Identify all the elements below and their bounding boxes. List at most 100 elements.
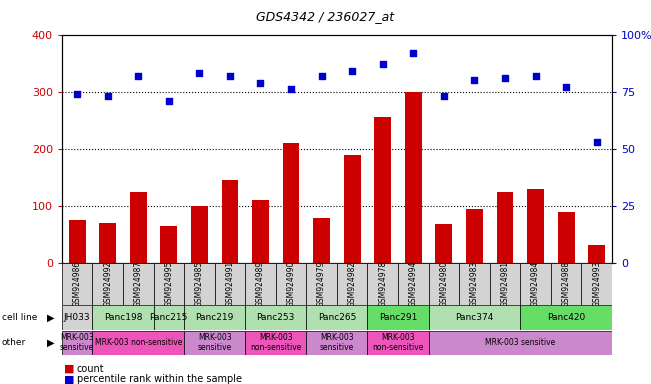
Bar [374,118,391,263]
Bar [154,263,184,305]
Point [592,139,602,145]
Text: cell line: cell line [2,313,37,322]
Text: GSM924984: GSM924984 [531,261,540,307]
Text: Panc215: Panc215 [150,313,188,322]
Point [225,73,235,79]
Bar [307,331,367,355]
Point [408,50,419,56]
Bar [69,220,85,263]
Text: percentile rank within the sample: percentile rank within the sample [77,374,242,384]
Text: GSM924993: GSM924993 [592,261,601,307]
Bar [62,305,92,330]
Bar [160,226,177,263]
Bar [100,223,116,263]
Bar [428,263,459,305]
Bar [367,331,428,355]
Bar [405,92,422,263]
Bar [337,263,367,305]
Bar [245,305,307,330]
Text: GSM924990: GSM924990 [286,261,296,307]
Text: GSM924988: GSM924988 [562,261,570,307]
Text: GSM924987: GSM924987 [133,261,143,307]
Bar [466,209,483,263]
Text: MRK-003
sensitive: MRK-003 sensitive [60,333,94,353]
Point [286,86,296,93]
Text: GSM924982: GSM924982 [348,261,357,307]
Text: Panc219: Panc219 [195,313,234,322]
Text: GSM924992: GSM924992 [104,261,112,307]
Bar [581,263,612,305]
Bar [527,189,544,263]
Point [347,68,357,74]
Text: other: other [2,338,26,347]
Bar [184,331,245,355]
Text: Panc253: Panc253 [256,313,295,322]
Bar [245,331,307,355]
Text: GSM924994: GSM924994 [409,261,418,307]
Bar [367,263,398,305]
Point [316,73,327,79]
Bar [276,263,307,305]
Text: MRK-003
sensitive: MRK-003 sensitive [197,333,232,353]
Text: Panc198: Panc198 [104,313,142,322]
Bar [367,305,428,330]
Text: GSM924989: GSM924989 [256,261,265,307]
Bar [313,218,330,263]
Text: MRK-003
non-sensitive: MRK-003 non-sensitive [250,333,301,353]
Text: ▶: ▶ [47,338,55,348]
Text: GSM924978: GSM924978 [378,261,387,307]
Bar [215,263,245,305]
Text: MRK-003
sensitive: MRK-003 sensitive [320,333,354,353]
Text: ■: ■ [64,364,74,374]
Bar [497,192,514,263]
Point [255,79,266,86]
Bar [92,263,123,305]
Point [378,61,388,67]
Point [163,98,174,104]
Bar [252,200,269,263]
Text: Panc265: Panc265 [318,313,356,322]
Text: Panc291: Panc291 [379,313,417,322]
Text: GSM924995: GSM924995 [164,261,173,307]
Bar [245,263,276,305]
Bar [92,305,154,330]
Text: GSM924980: GSM924980 [439,261,449,307]
Text: GDS4342 / 236027_at: GDS4342 / 236027_at [256,10,395,23]
Text: count: count [77,364,104,374]
Bar [123,263,154,305]
Bar [130,192,146,263]
Bar [307,305,367,330]
Text: JH033: JH033 [64,313,90,322]
Text: MRK-003 non-sensitive: MRK-003 non-sensitive [94,338,182,347]
Bar [589,245,605,263]
Text: GSM924979: GSM924979 [317,261,326,307]
Text: Panc420: Panc420 [547,313,585,322]
Bar [520,263,551,305]
Point [72,91,82,97]
Bar [490,263,520,305]
Bar [92,331,184,355]
Point [133,73,143,79]
Text: GSM924981: GSM924981 [501,261,510,307]
Bar [551,263,581,305]
Bar [436,224,452,263]
Bar [428,331,612,355]
Bar [398,263,428,305]
Text: MRK-003 sensitive: MRK-003 sensitive [485,338,555,347]
Bar [62,263,92,305]
Point [561,84,572,90]
Bar [221,180,238,263]
Bar [307,263,337,305]
Text: GSM924983: GSM924983 [470,261,479,307]
Bar [283,143,299,263]
Text: ▶: ▶ [47,313,55,323]
Bar [191,206,208,263]
Point [194,70,204,76]
Text: GSM924985: GSM924985 [195,261,204,307]
Bar [184,305,245,330]
Point [469,77,480,83]
Bar [520,305,612,330]
Text: Panc374: Panc374 [455,313,493,322]
Text: ■: ■ [64,374,74,384]
Bar [558,212,574,263]
